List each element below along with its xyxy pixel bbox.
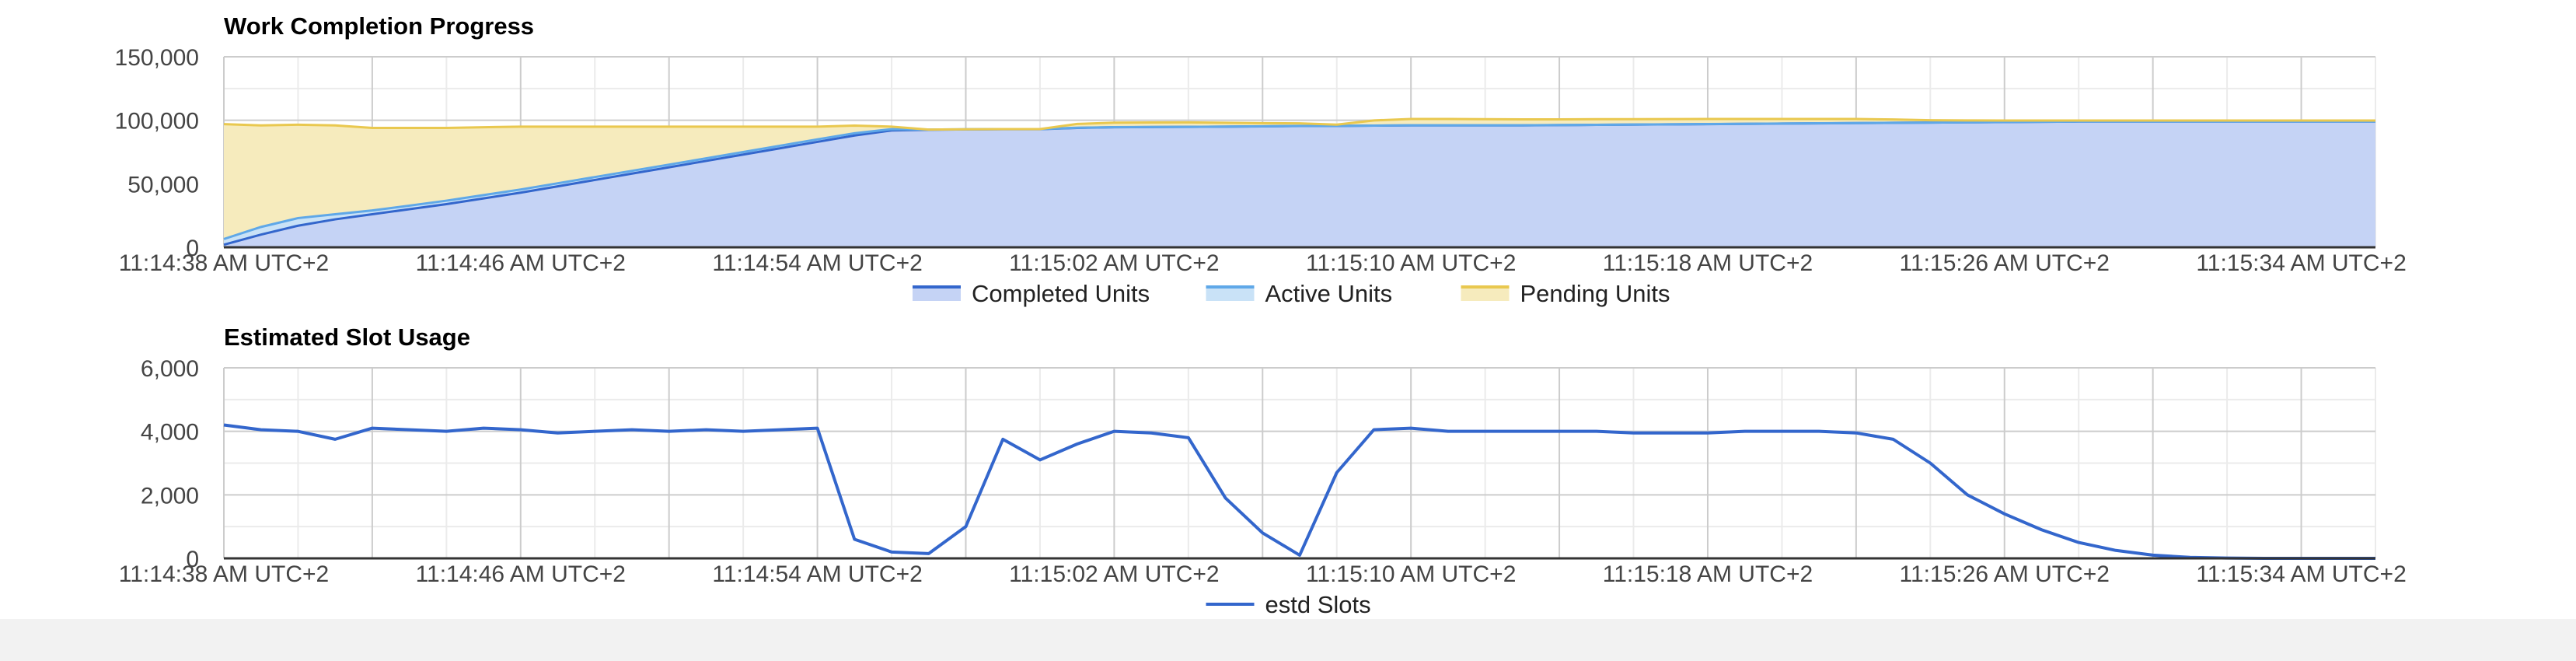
line-pending-units[interactable] <box>223 117 2375 131</box>
y-tick-labels: 0 2,000 4,000 6,000 <box>141 356 199 572</box>
y-tick-labels: 0 50,000 100,000 150,000 <box>115 45 199 261</box>
legend-label: estd Slots <box>1265 591 1371 618</box>
legend-item-pending-units[interactable]: Pending Units <box>1461 280 1670 307</box>
x-tick-label: 11:14:46 AM UTC+2 <box>416 561 626 587</box>
legend-item-estd-slots[interactable]: estd Slots <box>1206 591 1371 618</box>
area-completed-units[interactable] <box>224 121 2375 247</box>
y-tick-label: 2,000 <box>141 483 199 509</box>
legend-swatch <box>1461 287 1510 301</box>
x-tick-label: 11:14:54 AM UTC+2 <box>712 250 922 276</box>
estimated-slot-usage-chart: Estimated Slot Usage 0 2,000 4,000 6,000 11… <box>119 324 2407 618</box>
x-tick-label: 11:14:54 AM UTC+2 <box>712 561 922 587</box>
x-tick-label: 11:15:02 AM UTC+2 <box>1009 561 1219 587</box>
x-tick-labels: 11:14:38 AM UTC+2 11:14:46 AM UTC+2 11:14:… <box>119 561 2407 587</box>
x-tick-label: 11:14:38 AM UTC+2 <box>119 561 329 587</box>
y-tick-label: 4,000 <box>141 420 199 446</box>
x-tick-label: 11:14:38 AM UTC+2 <box>119 250 329 276</box>
y-tick-label: 6,000 <box>141 356 199 382</box>
bottom-strip <box>0 619 2576 661</box>
series-lines <box>223 117 2375 247</box>
x-tick-label: 11:14:46 AM UTC+2 <box>416 250 626 276</box>
legend-label: Active Units <box>1265 280 1393 307</box>
x-tick-label: 11:15:34 AM UTC+2 <box>2196 561 2406 587</box>
x-tick-label: 11:15:10 AM UTC+2 <box>1306 561 1516 587</box>
y-tick-label: 0 <box>186 236 199 261</box>
legend[interactable]: estd Slots <box>1206 591 1371 618</box>
x-tick-label: 11:15:34 AM UTC+2 <box>2196 250 2406 276</box>
legend-swatch <box>1206 287 1255 301</box>
legend-item-active-units[interactable]: Active Units <box>1206 280 1393 307</box>
work-completion-chart: Work Completion Progress 0 50,000 100,000 1… <box>115 12 2407 307</box>
y-tick-label: 50,000 <box>127 172 199 198</box>
page: Work Completion Progress 0 50,000 100,000 1… <box>114 12 2407 618</box>
legend-item-completed-units[interactable]: Completed Units <box>913 280 1150 307</box>
line-active-units[interactable] <box>223 120 2375 240</box>
y-tick-label: 0 <box>186 547 199 572</box>
charts-canvas: Work Completion Progress 0 50,000 100,000 1… <box>115 12 2407 618</box>
line-estd-slots[interactable] <box>223 423 2375 560</box>
chart-title: Estimated Slot Usage <box>224 324 470 351</box>
x-tick-label: 11:15:18 AM UTC+2 <box>1603 561 1813 587</box>
legend[interactable]: Completed Units Active Units Pending Units <box>913 280 1670 307</box>
series-lines <box>223 423 2375 560</box>
chart-title: Work Completion Progress <box>224 12 534 40</box>
y-tick-label: 100,000 <box>115 109 199 135</box>
area-pending-units[interactable] <box>224 118 2375 240</box>
x-tick-label: 11:15:10 AM UTC+2 <box>1306 250 1516 276</box>
x-tick-label: 11:15:02 AM UTC+2 <box>1009 250 1219 276</box>
y-tick-label: 150,000 <box>115 45 199 71</box>
grid <box>223 367 2376 559</box>
x-tick-label: 11:15:18 AM UTC+2 <box>1603 250 1813 276</box>
series-areas <box>224 118 2375 247</box>
legend-label: Pending Units <box>1520 280 1670 307</box>
x-tick-label: 11:15:26 AM UTC+2 <box>1900 561 2110 587</box>
legend-swatch <box>913 287 961 301</box>
x-tick-labels: 11:14:38 AM UTC+2 11:14:46 AM UTC+2 11:14:… <box>119 250 2407 276</box>
legend-label: Completed Units <box>972 280 1150 307</box>
x-tick-label: 11:15:26 AM UTC+2 <box>1900 250 2110 276</box>
